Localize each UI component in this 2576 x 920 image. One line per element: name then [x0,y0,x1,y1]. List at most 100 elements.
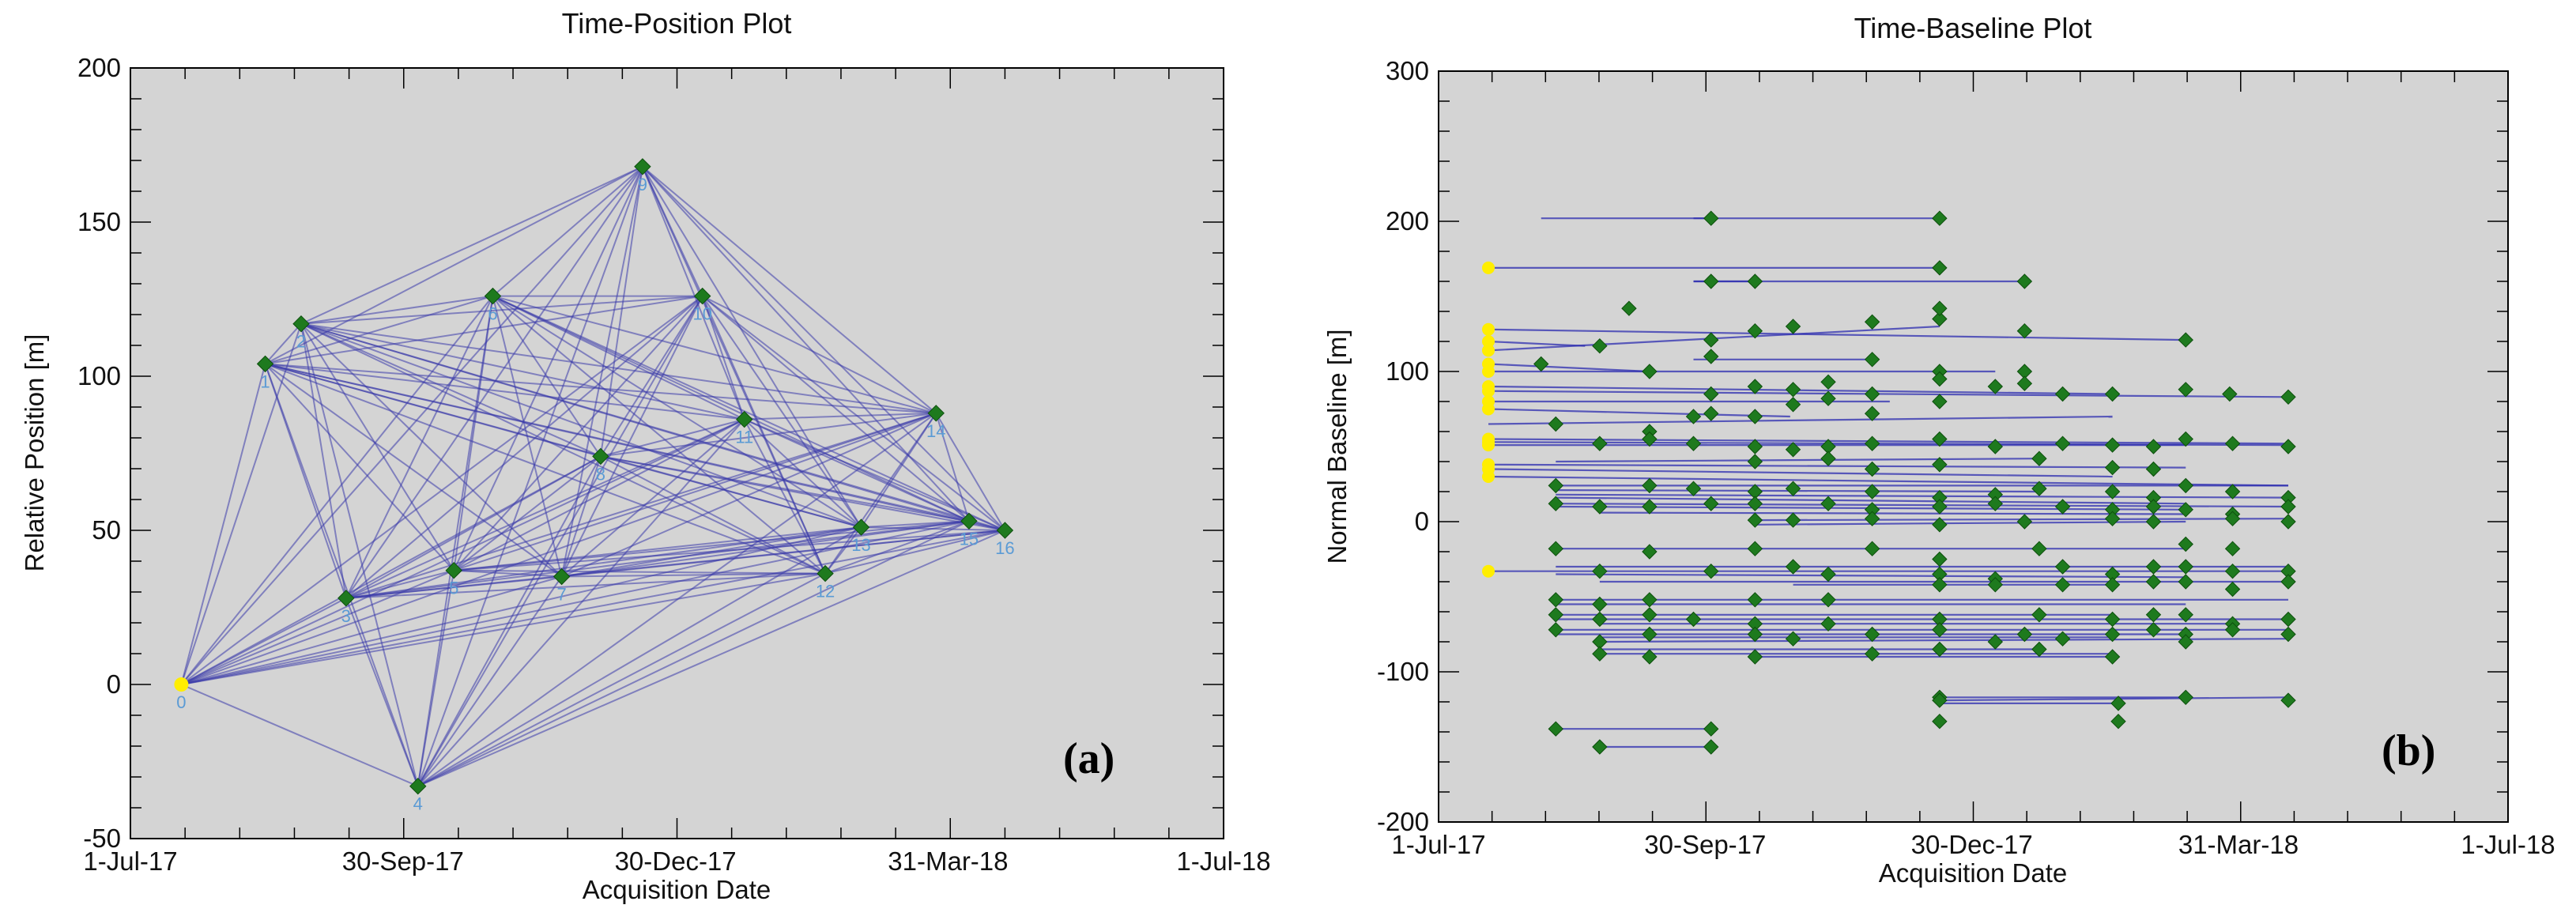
connection-line [642,166,970,522]
interferogram-point [2224,435,2241,451]
x-axis-label-a: Acquisition Date [583,875,771,904]
interferogram-point [2224,581,2241,598]
interferogram-point [1592,646,1608,662]
acquisition-point [484,287,502,305]
interferogram-point [2145,499,2162,515]
connection-line [454,569,826,575]
interferogram-point [1785,512,1801,528]
interferogram-point [1785,442,1801,458]
interferogram-point [1685,409,1702,424]
chart-title-b: Time-Baseline Plot [1854,12,2092,44]
connection-line [561,572,826,578]
interferogram-point [1820,592,1836,608]
x-tick-label: 1-Jul-18 [2461,830,2555,859]
connection-line [492,296,602,457]
connection-line [300,323,419,786]
connection-line [300,295,493,325]
panel-label-b: (b) [2382,726,2435,775]
reference-point [174,677,189,692]
axis-ticks-b: -200 -100 0 100 200 300 1-Jul-17 30-Sep-17 30-De… [1377,56,2555,859]
x-tick-label: 31-Mar-18 [2178,830,2299,859]
interferogram-point [2031,451,2047,466]
interferogram-point [1820,374,1836,390]
connection-line [701,296,826,575]
interferogram-point [2110,713,2126,730]
connection-line [180,166,643,685]
connection-lines-a [180,165,1006,787]
interferogram-point [2016,322,2033,339]
connection-line [600,296,703,457]
x-tick-label: 30-Sep-17 [342,846,464,876]
interferogram-point [2104,437,2121,453]
acquisition-index-label: 15 [960,529,979,549]
connection-line [600,418,745,458]
connection-line [453,412,937,571]
interferogram-point [2104,511,2121,526]
reference-point [1482,322,1495,336]
y-tick-label: 200 [77,53,121,82]
baseline-segment [1488,475,2288,487]
interferogram-point [1785,319,1801,334]
interferogram-point [1932,551,1948,567]
interferogram-point [1642,499,1658,515]
interferogram-point [1548,592,1563,608]
y-tick-label: 0 [107,669,121,699]
baseline-segment [1488,363,1650,373]
interferogram-point [2145,607,2162,623]
connection-line [453,166,643,571]
interferogram-point [1747,626,1763,643]
interferogram-point [2280,389,2296,405]
connection-line [641,166,745,420]
acquisition-index-label: 9 [638,175,647,194]
interferogram-point [2178,536,2193,552]
interferogram-point [2280,574,2296,590]
connection-line [600,455,826,575]
connection-line [642,166,937,414]
interferogram-point [1932,692,1948,708]
baseline-segment [1488,340,1586,347]
interferogram-point [2145,622,2162,638]
connection-line [345,572,826,599]
interferogram-point [2224,622,2241,638]
reference-point [1482,335,1495,348]
interferogram-point [2145,559,2162,575]
connection-line [561,530,1005,578]
interferogram-point [1785,382,1801,398]
connection-line [264,323,302,365]
connection-line [181,530,1005,685]
interferogram-point [2054,435,2071,451]
connection-line [454,520,970,571]
connection-line [417,296,494,786]
connection-line [744,418,970,522]
interferogram-point [1685,611,1702,628]
interferogram-point [2054,559,2071,575]
interferogram-point [1703,563,1719,579]
connection-line [345,520,970,599]
interferogram-point [1548,607,1563,623]
connection-line [265,295,493,365]
interferogram-point [1820,496,1836,511]
interferogram-point [1747,322,1763,339]
connection-line [935,413,1006,531]
interferogram-point [1932,457,1948,473]
y-tick-label: 0 [1415,507,1429,536]
acquisition-index-label: 8 [596,464,605,484]
interferogram-point [1747,379,1763,394]
connection-line [860,413,937,528]
interferogram-point [1642,364,1658,379]
connection-line [180,323,302,685]
acquisition-index-label: 12 [816,582,835,601]
interferogram-point [1592,499,1608,515]
interferogram-point [2178,574,2193,590]
acquisition-point [693,287,711,305]
interferogram-point [1864,314,1880,330]
acquisition-index-label: 16 [995,538,1014,558]
reference-point [1482,344,1495,357]
connection-line [701,296,745,420]
x-tick-label: 1-Jul-17 [83,846,177,876]
interferogram-point [2054,577,2071,593]
connection-line [181,572,826,685]
time-baseline-chart: Time-Baseline Plot Acquisition Date Norm… [1322,12,2555,888]
interferogram-point [1533,356,1549,372]
baseline-segment [1488,408,1790,418]
